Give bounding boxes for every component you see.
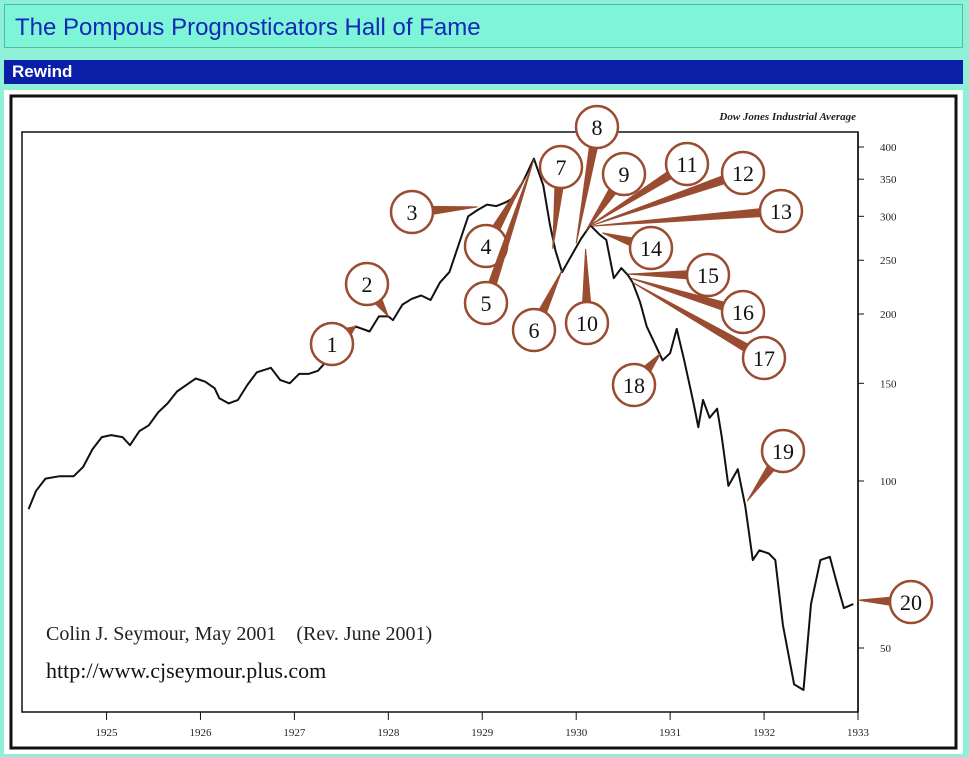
y-tick-label: 200: [880, 309, 897, 321]
callout-bubble: [463, 280, 509, 326]
x-tick-label: 1928: [377, 727, 400, 739]
callout-number: 13: [770, 199, 792, 224]
callout-number: 4: [481, 234, 492, 259]
callout-number: 6: [529, 318, 540, 343]
callout-bubble: [720, 289, 766, 335]
x-tick-label: 1929: [471, 727, 494, 739]
callout-number: 8: [592, 115, 603, 140]
callout-bubble: [344, 261, 390, 307]
callout-bubble: [601, 151, 647, 197]
callout-number: 18: [623, 373, 645, 398]
callout-number: 10: [576, 311, 598, 336]
x-axis-ticks: 1925 1926 1927 1928 1929 1930 1931 1932 1933: [96, 712, 870, 739]
callout-number: 5: [481, 291, 492, 316]
callout-number: 12: [732, 161, 754, 186]
callout-number: 2: [362, 272, 373, 297]
callout-bubble: [611, 362, 657, 408]
callout-bubble: [511, 307, 557, 353]
dow-jones-chart: Dow Jones Industrial Average 1925 1926 192…: [9, 94, 958, 750]
section-label: Rewind: [12, 62, 73, 81]
callout-number: 1: [327, 332, 338, 357]
callout-bubble: [309, 321, 355, 367]
chart-outer-frame: [9, 94, 958, 750]
dow-jones-line: [27, 157, 854, 691]
callout-bubble: [760, 428, 806, 474]
x-tick-label: 1932: [753, 727, 775, 739]
chart-panel: Dow Jones Industrial Average 1925 1926 192…: [4, 90, 963, 754]
callout-bubble: [628, 225, 674, 271]
callout-number: 20: [900, 590, 922, 615]
x-tick-label: 1931: [659, 727, 681, 739]
callout-number: 15: [697, 263, 719, 288]
y-tick-label: 400: [880, 142, 897, 154]
callout-number: 11: [676, 152, 697, 177]
callout-bubble: [389, 189, 435, 235]
callout-bubble: [685, 252, 731, 298]
callout-number: 16: [732, 300, 754, 325]
y-tick-label: 150: [880, 378, 897, 390]
chart-title: Dow Jones Industrial Average: [718, 111, 856, 123]
y-tick-label: 350: [880, 174, 897, 186]
callout-number: 3: [407, 200, 418, 225]
callout-bubble: [564, 300, 610, 346]
callout-bubble: [664, 141, 710, 187]
callout-bubble: [758, 188, 804, 234]
y-tick-label: 100: [880, 476, 897, 488]
callout-number: 19: [772, 439, 794, 464]
callout-number: 17: [753, 346, 775, 371]
y-tick-label: 50: [880, 643, 892, 655]
series-group: [27, 157, 854, 691]
credit-url: http://www.cjseymour.plus.com: [46, 658, 326, 683]
callout-number: 7: [556, 155, 567, 180]
callout-bubble: [888, 579, 934, 625]
y-tick-label: 300: [880, 211, 897, 223]
x-tick-label: 1930: [565, 727, 588, 739]
callout-bubble: [538, 144, 584, 190]
callout-number: 9: [619, 162, 630, 187]
y-tick-label: 250: [880, 255, 897, 267]
x-tick-label: 1925: [96, 727, 119, 739]
callout-bubble: [720, 150, 766, 196]
section-bar: Rewind: [4, 60, 963, 84]
x-tick-label: 1933: [847, 727, 870, 739]
y-axis-ticks: 400 350 300 250 200 150 100 50: [858, 142, 897, 655]
callout-number: 14: [640, 236, 662, 261]
title-bar: The Pompous Prognosticators Hall of Fame: [4, 4, 963, 48]
credit-line: Colin J. Seymour, May 2001 (Rev. June 20…: [46, 623, 432, 645]
x-tick-label: 1926: [189, 727, 212, 739]
callout-bubble: [741, 335, 787, 381]
page-title: The Pompous Prognosticators Hall of Fame: [15, 14, 481, 41]
callout-bubble: [574, 104, 620, 150]
x-tick-label: 1927: [283, 727, 306, 739]
